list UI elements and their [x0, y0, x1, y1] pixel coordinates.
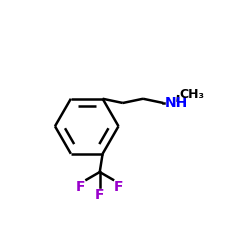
- Text: F: F: [95, 188, 104, 202]
- Text: NH: NH: [165, 96, 188, 110]
- Text: F: F: [76, 180, 86, 194]
- Text: CH₃: CH₃: [179, 88, 204, 101]
- Text: F: F: [114, 180, 124, 194]
